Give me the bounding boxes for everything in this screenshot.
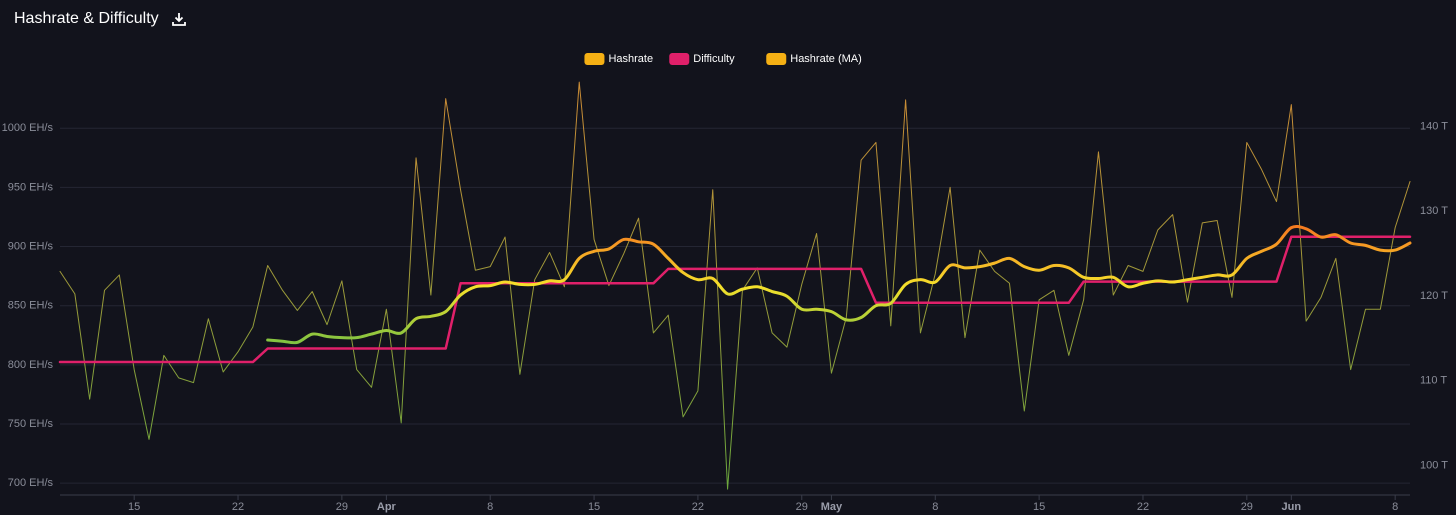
- y-tick-label: 800 EH/s: [8, 359, 54, 371]
- x-tick-label: May: [821, 501, 843, 513]
- x-tick-label: Apr: [377, 501, 397, 513]
- x-tick-label: 29: [336, 501, 348, 513]
- legend-label: Hashrate (MA): [790, 53, 862, 65]
- x-tick-label: 15: [1033, 501, 1045, 513]
- difficulty-line: [58, 235, 1412, 364]
- x-tick-label: 22: [1137, 501, 1149, 513]
- x-tick-label: 8: [487, 501, 493, 513]
- download-icon[interactable]: [172, 13, 186, 26]
- y2-tick-label: 120 T: [1420, 290, 1448, 302]
- y-tick-label: 700 EH/s: [8, 477, 54, 489]
- y-tick-label: 850 EH/s: [8, 300, 54, 312]
- legend-swatch: [766, 53, 787, 65]
- y2-tick-label: 130 T: [1420, 205, 1448, 217]
- x-tick-label: 8: [932, 501, 938, 513]
- y2-tick-label: 100 T: [1420, 459, 1448, 471]
- y-tick-label: 750 EH/s: [8, 418, 54, 430]
- hashrate-ma-line: [266, 224, 1412, 345]
- x-tick-label: 8: [1392, 501, 1398, 513]
- x-tick-label: 29: [796, 501, 808, 513]
- chart-title: Hashrate & Difficulty: [14, 10, 159, 27]
- y2-tick-label: 140 T: [1420, 121, 1448, 133]
- y-tick-label: 1000 EH/s: [2, 122, 54, 134]
- y-tick-label: 900 EH/s: [8, 240, 54, 252]
- x-tick-label: 22: [232, 501, 244, 513]
- x-tick-label: Jun: [1282, 501, 1302, 513]
- x-tick-label: 15: [128, 501, 140, 513]
- x-tick-label: 22: [692, 501, 704, 513]
- x-tick-label: 15: [588, 501, 600, 513]
- legend-label: Hashrate: [608, 53, 653, 65]
- x-tick-label: 29: [1241, 501, 1253, 513]
- y-tick-label: 950 EH/s: [8, 181, 54, 193]
- legend-swatch: [584, 53, 605, 65]
- y2-tick-label: 110 T: [1420, 375, 1447, 387]
- legend-label: Difficulty: [693, 53, 735, 65]
- hashrate-line: [59, 81, 1411, 490]
- legend-swatch: [669, 53, 690, 65]
